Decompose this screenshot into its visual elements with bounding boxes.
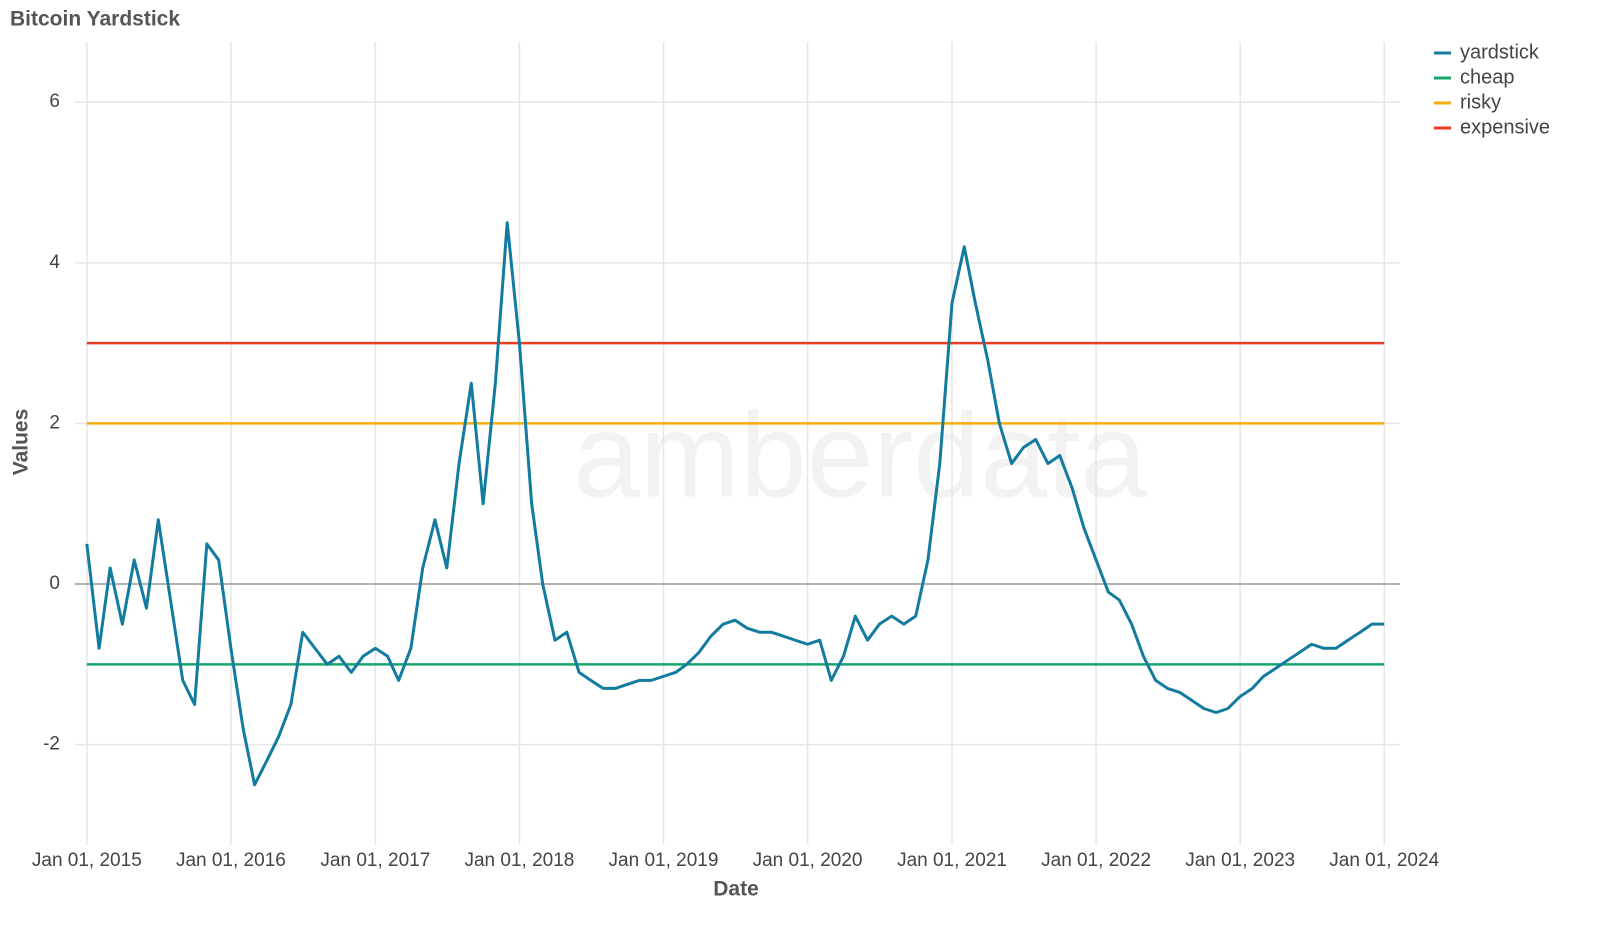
y-tick-label: 4 [49, 252, 60, 273]
legend-label: expensive [1460, 116, 1550, 138]
legend-label: cheap [1460, 66, 1515, 88]
x-axis-title: Date [713, 878, 759, 901]
x-tick-label: Jan 01, 2020 [753, 850, 863, 871]
x-tick-label: Jan 01, 2018 [464, 850, 574, 871]
x-tick-label: Jan 01, 2022 [1041, 850, 1151, 871]
y-tick-label: -2 [43, 734, 60, 755]
x-tick-label: Jan 01, 2016 [176, 850, 286, 871]
y-tick-label: 2 [49, 412, 60, 433]
x-tick-label: Jan 01, 2021 [897, 850, 1007, 871]
x-tick-label: Jan 01, 2019 [609, 850, 719, 871]
y-tick-label: 0 [49, 573, 60, 594]
watermark: amberdata [573, 389, 1147, 523]
legend-label: yardstick [1460, 41, 1540, 63]
x-tick-label: Jan 01, 2023 [1185, 850, 1295, 871]
y-axis-title: Values [10, 409, 33, 476]
legend-label: risky [1460, 91, 1501, 113]
series-line [85, 221, 1385, 787]
chart-title: Bitcoin Yardstick [10, 8, 180, 31]
x-tick-label: Jan 01, 2017 [320, 850, 430, 871]
x-tick-label: Jan 01, 2015 [32, 850, 142, 871]
y-tick-label: 6 [49, 91, 60, 112]
x-tick-label: Jan 01, 2024 [1329, 850, 1439, 871]
